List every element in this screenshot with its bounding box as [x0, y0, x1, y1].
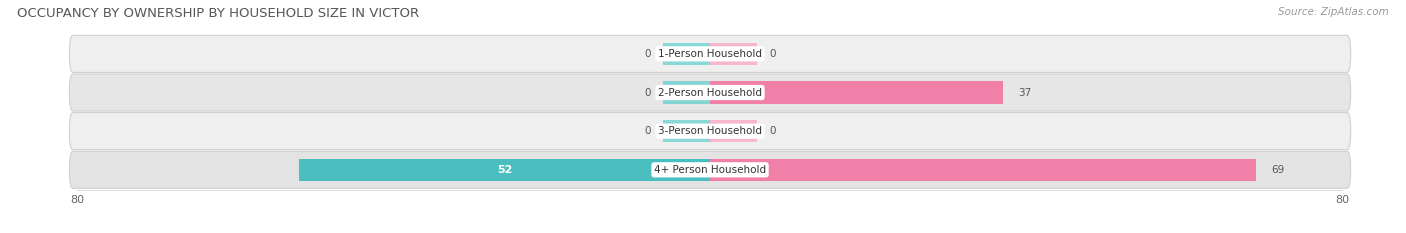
Text: 0: 0 [769, 49, 776, 59]
FancyBboxPatch shape [69, 74, 1351, 111]
Bar [662, 81, 710, 104]
FancyBboxPatch shape [69, 35, 1351, 72]
Text: OCCUPANCY BY OWNERSHIP BY HOUSEHOLD SIZE IN VICTOR: OCCUPANCY BY OWNERSHIP BY HOUSEHOLD SIZE… [17, 7, 419, 20]
Text: 69: 69 [1271, 165, 1285, 175]
Text: Source: ZipAtlas.com: Source: ZipAtlas.com [1278, 7, 1389, 17]
Bar [710, 159, 1256, 181]
Text: 0: 0 [769, 126, 776, 136]
Bar [710, 120, 758, 142]
Bar [710, 81, 1002, 104]
Text: 37: 37 [1018, 88, 1032, 98]
Bar [299, 159, 710, 181]
Text: 1-Person Household: 1-Person Household [658, 49, 762, 59]
Text: 2-Person Household: 2-Person Household [658, 88, 762, 98]
Bar [662, 120, 710, 142]
FancyBboxPatch shape [69, 151, 1351, 188]
Text: 52: 52 [496, 165, 512, 175]
Text: 4+ Person Household: 4+ Person Household [654, 165, 766, 175]
Text: 3-Person Household: 3-Person Household [658, 126, 762, 136]
Bar [710, 43, 758, 65]
Text: 0: 0 [644, 49, 651, 59]
Text: 0: 0 [644, 126, 651, 136]
FancyBboxPatch shape [69, 113, 1351, 150]
Text: 0: 0 [644, 88, 651, 98]
Bar [662, 43, 710, 65]
